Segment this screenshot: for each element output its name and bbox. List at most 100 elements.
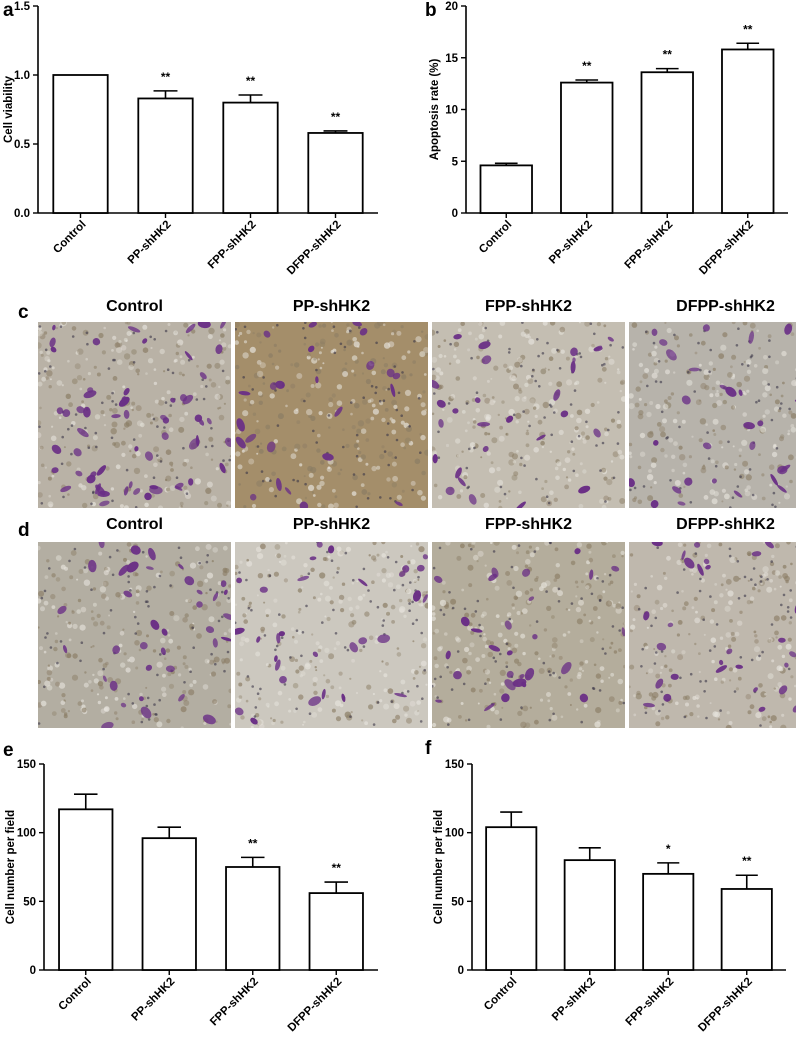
membrane-speckle (163, 657, 167, 660)
micrograph-panel: DFPP-shHK2 (629, 298, 796, 508)
membrane-speckle (686, 379, 693, 386)
membrane-speckle (146, 412, 152, 418)
membrane-speckle (96, 613, 101, 618)
membrane-speckle (415, 542, 420, 546)
membrane-speckle (317, 648, 322, 653)
x-tick-label: PP-shHK2 (130, 976, 178, 1024)
membrane-speckle (593, 663, 597, 667)
membrane-speckle (513, 471, 519, 477)
membrane-pore (355, 454, 359, 458)
membrane-speckle (790, 562, 793, 566)
membrane-speckle (505, 497, 509, 500)
membrane-speckle (508, 490, 511, 493)
membrane-pore (223, 669, 226, 673)
membrane-pore (259, 687, 262, 691)
membrane-speckle (448, 362, 452, 365)
membrane-speckle (711, 659, 715, 664)
membrane-pore (536, 338, 539, 341)
membrane-pore (152, 417, 156, 421)
membrane-speckle (542, 401, 549, 409)
membrane-speckle (602, 638, 605, 641)
stained-cell (249, 493, 257, 501)
membrane-speckle (760, 691, 767, 698)
membrane-speckle (700, 382, 707, 390)
stained-cell (160, 414, 168, 421)
membrane-speckle (721, 446, 724, 449)
stained-cell (751, 551, 762, 557)
membrane-speckle (396, 494, 402, 500)
membrane-speckle (790, 427, 796, 433)
stained-cell (366, 360, 375, 370)
membrane-speckle (167, 323, 171, 326)
membrane-speckle (81, 400, 84, 404)
membrane-pore (116, 549, 119, 552)
stained-cell (506, 670, 514, 678)
membrane-pore (729, 506, 732, 508)
membrane-speckle (221, 342, 227, 348)
membrane-speckle (762, 542, 766, 544)
membrane-speckle (623, 664, 625, 669)
membrane-speckle (121, 440, 126, 446)
membrane-speckle (310, 384, 315, 388)
membrane-pore (537, 354, 540, 358)
membrane-speckle (632, 348, 635, 351)
membrane-speckle (208, 327, 215, 335)
membrane-speckle (182, 373, 185, 377)
membrane-speckle (39, 406, 42, 410)
membrane-speckle (352, 337, 357, 342)
membrane-pore (466, 486, 469, 490)
membrane-speckle (521, 396, 527, 402)
membrane-speckle (700, 467, 707, 474)
membrane-speckle (168, 413, 172, 418)
membrane-speckle (619, 381, 624, 385)
membrane-speckle (316, 448, 321, 453)
panel-label-c: c (18, 302, 29, 323)
y-tick-label: 1.5 (14, 1, 31, 13)
membrane-pore (743, 575, 747, 579)
significance-marker: ** (582, 59, 592, 73)
membrane-speckle (210, 671, 217, 677)
stained-cell (703, 558, 710, 565)
membrane-pore (499, 652, 502, 656)
membrane-speckle (112, 376, 118, 381)
stained-cell (702, 324, 710, 332)
membrane-speckle (739, 610, 743, 614)
membrane-speckle (400, 420, 405, 425)
membrane-speckle (660, 431, 666, 438)
membrane-speckle (183, 485, 188, 490)
membrane-speckle (265, 477, 270, 482)
membrane-pore (276, 424, 280, 427)
membrane-speckle (383, 322, 386, 324)
membrane-speckle (384, 408, 389, 412)
membrane-speckle (618, 648, 622, 652)
membrane-speckle (764, 385, 771, 392)
membrane-pore (650, 624, 653, 628)
membrane-speckle (331, 708, 336, 713)
membrane-speckle (434, 628, 440, 634)
micrograph-panel: Control (38, 298, 231, 508)
membrane-speckle (709, 393, 714, 398)
membrane-pore (169, 584, 172, 587)
membrane-speckle (393, 703, 400, 710)
stained-cell (75, 470, 83, 477)
membrane-speckle (118, 340, 122, 344)
membrane-speckle (616, 423, 622, 429)
membrane-speckle (174, 358, 178, 363)
membrane-speckle (588, 557, 594, 563)
membrane-speckle (375, 635, 379, 639)
stained-cell (705, 564, 711, 570)
stained-cell (165, 665, 175, 673)
membrane-speckle (224, 568, 230, 574)
stained-cell (102, 675, 107, 682)
membrane-pore (569, 403, 573, 406)
membrane-speckle (135, 589, 140, 594)
membrane-speckle (576, 618, 583, 625)
membrane-speckle (76, 467, 81, 472)
membrane-speckle (584, 322, 591, 327)
membrane-speckle (615, 607, 622, 614)
stained-cell (62, 645, 68, 654)
membrane-speckle (783, 493, 791, 500)
transwell-micrograph (235, 542, 428, 728)
membrane-speckle (383, 688, 388, 693)
membrane-speckle (112, 407, 118, 414)
